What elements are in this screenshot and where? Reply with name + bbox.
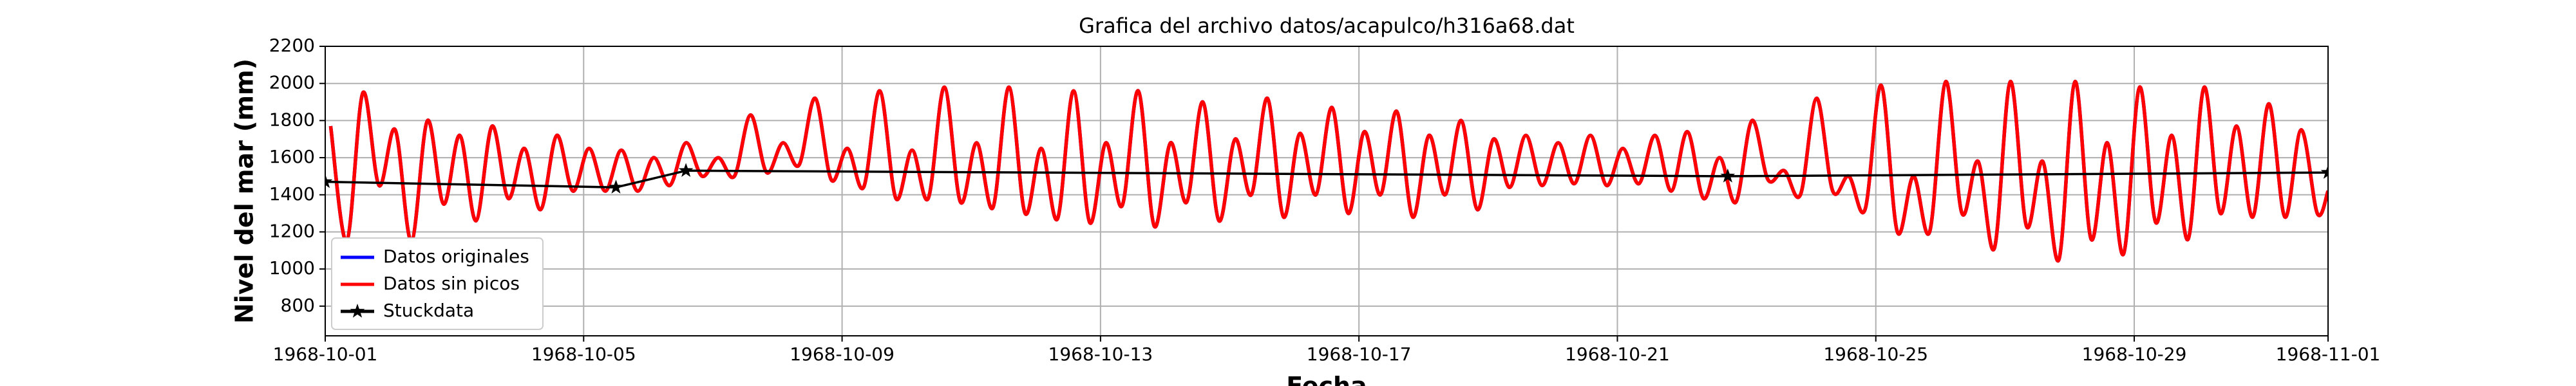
y-tick-label: 1400 bbox=[269, 183, 315, 205]
legend-box bbox=[331, 237, 544, 330]
marker bbox=[1720, 168, 1736, 183]
y-tick-label: 1600 bbox=[269, 146, 315, 167]
legend-label: Stuckdata bbox=[383, 300, 474, 321]
x-tick-label: 1968-10-01 bbox=[273, 344, 378, 365]
plot-area bbox=[325, 80, 2328, 263]
marker bbox=[678, 163, 694, 177]
x-tick-label: 1968-10-09 bbox=[790, 344, 895, 365]
y-axis-label: Nivel del mar (mm) bbox=[231, 59, 259, 324]
x-axis-label: Fecha bbox=[1286, 372, 1367, 386]
x-tick-label: 1968-10-05 bbox=[531, 344, 636, 365]
legend-label: Datos sin picos bbox=[383, 273, 520, 294]
x-tick-label: 1968-10-21 bbox=[1565, 344, 1670, 365]
series-line bbox=[328, 80, 2328, 263]
y-tick-label: 1000 bbox=[269, 257, 315, 279]
x-tick-label: 1968-10-17 bbox=[1307, 344, 1412, 365]
legend-label: Datos originales bbox=[383, 246, 529, 267]
x-tick-label: 1968-10-25 bbox=[1823, 344, 1928, 365]
y-tick-label: 1800 bbox=[269, 109, 315, 130]
marker bbox=[609, 179, 623, 194]
marker bbox=[325, 174, 333, 188]
y-tick-label: 2000 bbox=[269, 72, 315, 93]
chart-title: Grafica del archivo datos/acapulco/h316a… bbox=[1079, 14, 1575, 38]
marker bbox=[2320, 165, 2328, 179]
y-tick-label: 800 bbox=[281, 295, 315, 316]
plot-frame bbox=[325, 46, 2329, 336]
y-tick-label: 1200 bbox=[269, 220, 315, 241]
y-tick-label: 2200 bbox=[269, 35, 315, 56]
x-tick-label: 1968-10-13 bbox=[1048, 344, 1153, 365]
x-tick-label: 1968-11-01 bbox=[2276, 344, 2381, 365]
legend-marker bbox=[350, 304, 365, 318]
x-tick-label: 1968-10-29 bbox=[2082, 344, 2187, 365]
